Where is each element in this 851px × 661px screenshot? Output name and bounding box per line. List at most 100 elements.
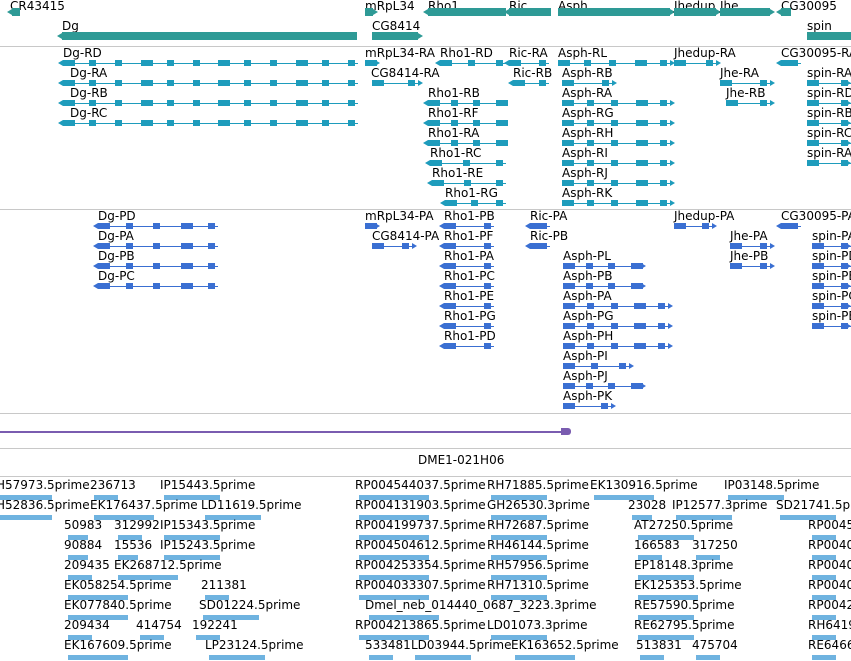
est-re57590-5prime-label[interactable]: RE57590.5prime	[634, 598, 735, 612]
proteins-spin-pe-exon	[812, 323, 824, 329]
est-ep18148-3prime-label[interactable]: EP18148.3prime	[634, 558, 734, 572]
est-re6466-label[interactable]: RE6466	[808, 638, 851, 652]
est-ek268712-5prime-label[interactable]: EK268712.5prime	[114, 558, 222, 572]
est-rp0040-label[interactable]: RP0040	[808, 578, 851, 592]
proteins-dg-pa-exon	[181, 243, 193, 249]
est-sd01224-5prime-label[interactable]: SD01224.5prime	[199, 598, 301, 612]
est-ld01073-3prime-label[interactable]: LD01073.3prime	[487, 618, 588, 632]
est-ld03944-5prime-label[interactable]: LD03944.5prime	[411, 638, 512, 652]
est-50983-label[interactable]: 50983	[64, 518, 103, 532]
est-ek125353-5prime-label[interactable]: EK125353.5prime	[634, 578, 742, 592]
arrow-right-icon	[770, 100, 775, 106]
transcripts-rho1-rd-exon	[496, 60, 503, 66]
est-414754-label[interactable]: 414754	[136, 618, 182, 632]
est-rp0045-label[interactable]: RP0045	[808, 518, 851, 532]
arrow-right-icon	[670, 120, 675, 126]
est-rh57956-5prime-label[interactable]: RH57956.5prime	[487, 558, 589, 572]
est-ip03148-5prime-label[interactable]: IP03148.5prime	[724, 478, 820, 492]
est-211381-label[interactable]: 211381	[201, 578, 247, 592]
transcripts-dg-ra-exon	[270, 80, 277, 86]
est-312992-label[interactable]: 312992	[114, 518, 160, 532]
proteins-ric-pb-exon	[540, 243, 547, 249]
est-rp0040-label[interactable]: RP0040	[808, 558, 851, 572]
transcripts-asph-ra-exon	[611, 100, 618, 106]
est-ip15243-5prime-label[interactable]: IP15243.5prime	[160, 538, 256, 552]
est-rp004544037-5prime-label[interactable]: RP004544037.5prime	[355, 478, 486, 492]
arrow-right-icon	[418, 33, 423, 39]
est-gh26530-3prime-label[interactable]: GH26530.3prime	[487, 498, 590, 512]
est-rp004131903-5prime-glyph	[359, 515, 429, 520]
est-ip12577-3prime-label[interactable]: IP12577.3prime	[672, 498, 768, 512]
est-ek077840-5prime-label[interactable]: EK077840.5prime	[64, 598, 172, 612]
est-rp004131903-5prime-label[interactable]: RP004131903.5prime	[355, 498, 486, 512]
est-rh71310-5prime-label[interactable]: RH71310.5prime	[487, 578, 589, 592]
est-236713-label[interactable]: 236713	[90, 478, 136, 492]
est-166583-label[interactable]: 166583	[634, 538, 680, 552]
est-15536-label[interactable]: 15536	[114, 538, 153, 552]
est-ek163652-5prime-label[interactable]: EK163652.5prime	[511, 638, 619, 652]
est-475704-label[interactable]: 475704	[692, 638, 738, 652]
protein-track: Dg-PD Dg-PA Dg-PB Dg-PC mRpL34-PA CG8414-PA Rh…	[0, 210, 851, 413]
est-rp004199737-5prime-label[interactable]: RP004199737.5prime	[355, 518, 486, 532]
est-192241-label[interactable]: 192241	[192, 618, 238, 632]
transcripts-spin-rb-exon	[841, 120, 848, 126]
proteins-asph-pl-label: Asph-PL	[563, 249, 611, 263]
est-rh72687-5prime-label[interactable]: RH72687.5prime	[487, 518, 589, 532]
arrow-right-icon	[668, 343, 673, 349]
est-ld11619-5prime-label[interactable]: LD11619.5prime	[201, 498, 302, 512]
est-rp004504612-5prime-label[interactable]: RP004504612.5prime	[355, 538, 486, 552]
proteins-spin-pd-label: spin-PD	[812, 249, 851, 263]
est-rh6419-label[interactable]: RH6419	[808, 618, 851, 632]
transcripts-dg-ra-exon	[348, 80, 355, 86]
transcripts-dg-rd-exon	[296, 60, 308, 66]
est-ip15343-5prime-label[interactable]: IP15343.5prime	[160, 518, 256, 532]
est-rp0040-label[interactable]: RP0040	[808, 538, 851, 552]
est-rp004253354-5prime-label[interactable]: RP004253354.5prime	[355, 558, 486, 572]
proteins-cg30095-pa-exon	[791, 223, 798, 229]
arrow-right-icon	[670, 100, 675, 106]
est-ek130916-5prime-label[interactable]: EK130916.5prime	[590, 478, 698, 492]
est-lp23124-5prime-label[interactable]: LP23124.5prime	[205, 638, 304, 652]
proteins-rho1-pf-exon	[484, 243, 491, 249]
proteins-rho1-pg-exon	[444, 323, 456, 329]
transcripts-asph-rj-label: Asph-RJ	[562, 166, 608, 180]
est-h52836-5prime-label[interactable]: H52836.5prime	[0, 498, 90, 512]
est-rp004033307-5prime-label[interactable]: RP004033307.5prime	[355, 578, 486, 592]
est-317250-label[interactable]: 317250	[692, 538, 738, 552]
est-rp004253354-5prime-glyph	[359, 575, 429, 580]
proteins-dg-pc-exon	[98, 283, 110, 289]
est-ek176437-5prime-label[interactable]: EK176437.5prime	[90, 498, 198, 512]
est-rh6419-glyph	[812, 635, 836, 640]
transcripts-ric-rb-exon	[513, 80, 525, 86]
est-sd21741-5prime-label[interactable]: SD21741.5prime	[776, 498, 851, 512]
est-dmel-neb-014440-0687-3223-3prime-label[interactable]: Dmel_neb_014440_0687_3223.3prime	[365, 598, 597, 612]
track-separator	[0, 413, 851, 414]
est-rh46144-5prime-label[interactable]: RH46144.5prime	[487, 538, 589, 552]
est-23028-label[interactable]: 23028	[628, 498, 667, 512]
est-ip15443-5prime-label[interactable]: IP15443.5prime	[160, 478, 256, 492]
est-317250-glyph	[696, 555, 720, 560]
est-at27250-5prime-label[interactable]: AT27250.5prime	[634, 518, 734, 532]
est-ek167609-5prime-label[interactable]: EK167609.5prime	[64, 638, 172, 652]
proteins-asph-pa-exon	[563, 303, 575, 309]
arrow-right-icon	[846, 33, 851, 39]
proteins-rho1-pc-label: Rho1-PC	[444, 269, 495, 283]
est-rh71885-5prime-label[interactable]: RH71885.5prime	[487, 478, 589, 492]
est-ek058254-5prime-label[interactable]: EK058254.5prime	[64, 578, 172, 592]
est-90884-label[interactable]: 90884	[64, 538, 103, 552]
est-513831-label[interactable]: 513831	[636, 638, 682, 652]
est-rp004213865-5prime-label[interactable]: RP004213865.5prime	[355, 618, 486, 632]
clone-label[interactable]: DME1-021H06	[418, 453, 505, 467]
est-rp0042-label[interactable]: RP0042	[808, 598, 851, 612]
arrow-right-icon	[670, 9, 675, 15]
est-dmel-neb-014440-0687-3223-3prime-glyph	[369, 615, 439, 620]
est-re62795-5prime-label[interactable]: RE62795.5prime	[634, 618, 735, 632]
proteins-asph-pa-label: Asph-PA	[563, 289, 612, 303]
proteins-asph-pg-exon	[634, 323, 646, 329]
proteins-rho1-pa-exon	[484, 263, 491, 269]
est-533481-label[interactable]: 533481	[365, 638, 411, 652]
est-209435-label[interactable]: 209435	[64, 558, 110, 572]
est-209434-label[interactable]: 209434	[64, 618, 110, 632]
est-h57973-5prime-label[interactable]: H57973.5prime	[0, 478, 90, 492]
genes-cg30095-label: CG30095	[781, 0, 837, 13]
